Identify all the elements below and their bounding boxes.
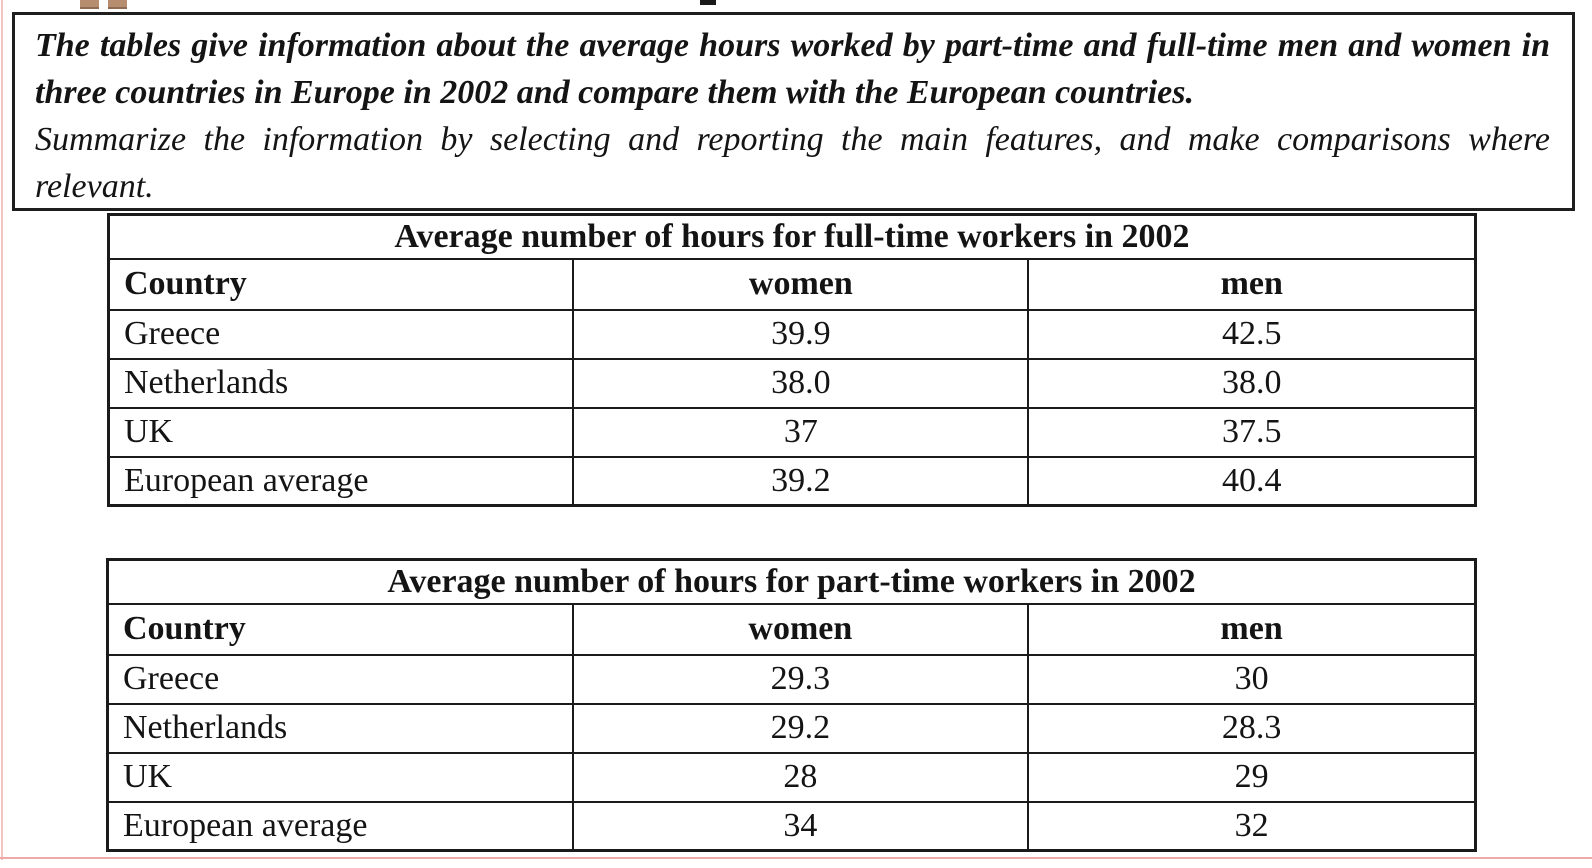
- cell-women-value: 39.2: [572, 455, 1030, 507]
- table-header-row: Country women men: [106, 602, 1477, 656]
- prompt-line-2: three countries in Europe in 2002 and co…: [35, 74, 1195, 111]
- column-header-men: men: [1027, 257, 1477, 311]
- cell-country: Netherlands: [107, 357, 575, 409]
- prompt-line-4: relevant.: [35, 168, 154, 205]
- table-title-row: Average number of hours for part-time wo…: [106, 558, 1477, 605]
- prompt-line-1: The tables give information about the av…: [35, 27, 1550, 64]
- cell-country: Greece: [107, 308, 575, 360]
- cropped-logo-fragment: [108, 0, 127, 9]
- cell-country: European average: [106, 800, 574, 852]
- table-row: Greece 29.3 30: [106, 653, 1477, 705]
- column-header-men: men: [1027, 602, 1477, 656]
- table-row: European average 34 32: [106, 800, 1477, 852]
- table-title: Average number of hours for full-time wo…: [107, 213, 1477, 260]
- cell-country: European average: [107, 455, 575, 507]
- cell-country: UK: [106, 751, 574, 803]
- table-title: Average number of hours for part-time wo…: [106, 558, 1477, 605]
- cell-country: Greece: [106, 653, 574, 705]
- column-header-women: women: [571, 602, 1030, 656]
- table-row: Netherlands 38.0 38.0: [107, 357, 1477, 409]
- cell-country: UK: [107, 406, 575, 458]
- cell-men-value: 32: [1027, 800, 1477, 852]
- cell-men-value: 38.0: [1027, 357, 1477, 409]
- table-row: Greece 39.9 42.5: [107, 308, 1477, 360]
- cell-women-value: 37: [572, 406, 1030, 458]
- cell-men-value: 28.3: [1027, 702, 1477, 754]
- cell-women-value: 29.2: [571, 702, 1030, 754]
- cell-women-value: 28: [571, 751, 1030, 803]
- page-bottom-edge-line: [0, 857, 1592, 859]
- cell-women-value: 29.3: [571, 653, 1030, 705]
- cell-men-value: 40.4: [1027, 455, 1477, 507]
- cropped-logo-fragment: [80, 0, 99, 9]
- parttime-hours-table: Average number of hours for part-time wo…: [106, 558, 1477, 852]
- table-header-row: Country women men: [107, 257, 1477, 311]
- cell-women-value: 38.0: [572, 357, 1030, 409]
- prompt-line-3: Summarize the information by selecting a…: [35, 121, 1550, 158]
- cropped-text-fragment: [700, 0, 716, 5]
- page-left-edge-line: [1, 0, 3, 860]
- cell-men-value: 42.5: [1027, 308, 1477, 360]
- cell-men-value: 30: [1027, 653, 1477, 705]
- cell-men-value: 37.5: [1027, 406, 1477, 458]
- cell-country: Netherlands: [106, 702, 574, 754]
- fulltime-hours-table: Average number of hours for full-time wo…: [107, 213, 1477, 507]
- cell-men-value: 29: [1027, 751, 1477, 803]
- cell-women-value: 34: [571, 800, 1030, 852]
- task-prompt-box: The tables give information about the av…: [12, 12, 1575, 211]
- table-title-row: Average number of hours for full-time wo…: [107, 213, 1477, 260]
- column-header-country: Country: [107, 257, 575, 311]
- cell-women-value: 39.9: [572, 308, 1030, 360]
- table-row: UK 37 37.5: [107, 406, 1477, 458]
- column-header-country: Country: [106, 602, 574, 656]
- column-header-women: women: [572, 257, 1030, 311]
- table-row: European average 39.2 40.4: [107, 455, 1477, 507]
- table-row: Netherlands 29.2 28.3: [106, 702, 1477, 754]
- table-row: UK 28 29: [106, 751, 1477, 803]
